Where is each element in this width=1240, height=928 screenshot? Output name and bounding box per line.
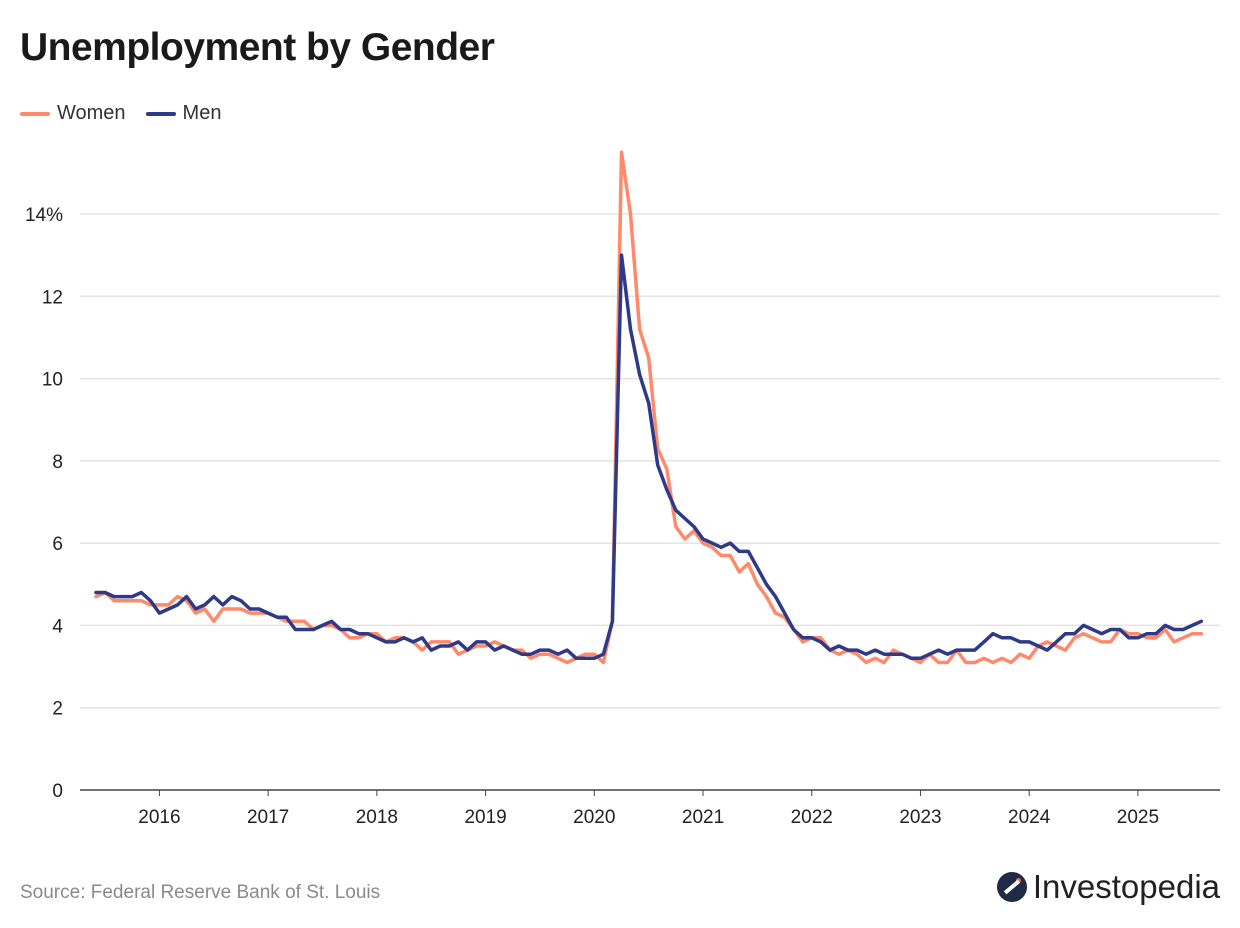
x-tick-label: 2024: [1008, 807, 1051, 828]
y-tick-label: 12: [42, 287, 63, 308]
x-tick-label: 2022: [791, 807, 833, 828]
investopedia-logo: Investopedia: [996, 868, 1220, 906]
y-tick-label: 0: [52, 781, 63, 802]
legend-swatch-men: [145, 111, 176, 116]
y-tick-label: 6: [52, 534, 63, 555]
y-tick-label: 14%: [25, 205, 63, 226]
y-tick-label: 4: [52, 616, 63, 637]
x-tick-label: 2018: [356, 807, 398, 828]
x-tick-label: 2021: [682, 807, 724, 828]
legend-item-men: Men: [145, 102, 222, 125]
x-tick-label: 2017: [247, 807, 289, 828]
chart-title: Unemployment by Gender: [20, 26, 495, 69]
investopedia-logo-icon: [996, 872, 1027, 902]
x-tick-label: 2023: [899, 807, 941, 828]
x-tick-label: 2019: [464, 807, 506, 828]
legend-item-women: Women: [20, 102, 126, 125]
legend-label-women: Women: [57, 102, 126, 124]
y-tick-label: 10: [42, 370, 63, 391]
logo-text: Investopedia: [1032, 868, 1220, 905]
y-tick-label: 8: [52, 452, 63, 473]
legend: Women Men: [20, 102, 221, 125]
legend-swatch-women: [20, 111, 50, 116]
line-chart: 0 2 4 6 8 10 12 14% 2016 2017 2018 2019 2020 2021 2022…: [25, 150, 1220, 828]
legend-label-men: Men: [182, 102, 222, 124]
x-tick-label: 2020: [573, 807, 615, 828]
x-tick-label: 2025: [1117, 807, 1159, 828]
source-note: Source: Federal Reserve Bank of St. Loui…: [20, 882, 381, 903]
series-line-men: [94, 253, 1204, 661]
y-tick-label: 2: [52, 699, 63, 720]
x-tick-label: 2016: [138, 807, 180, 828]
